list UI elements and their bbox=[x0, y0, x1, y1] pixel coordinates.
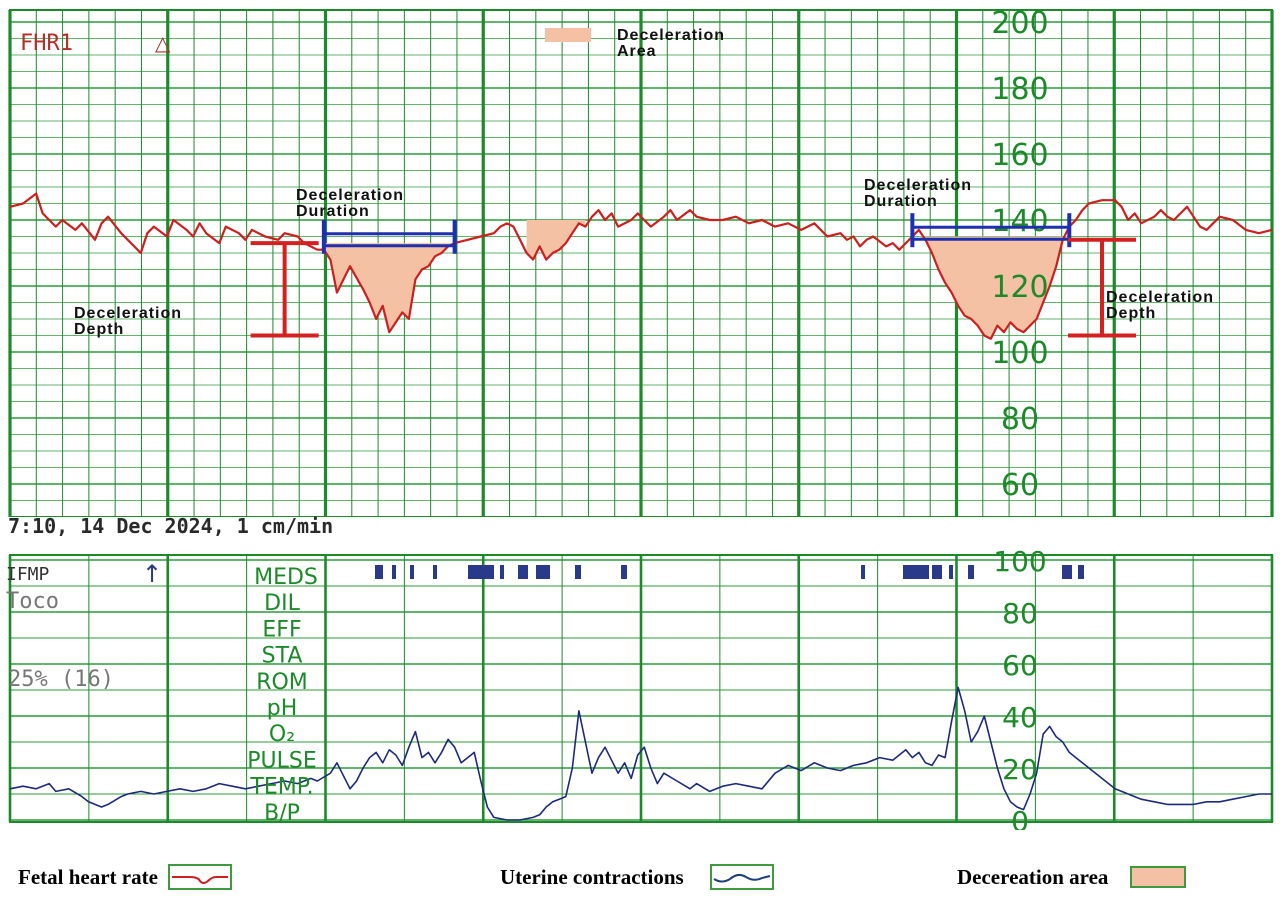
meds-marker bbox=[903, 565, 929, 579]
uc-tick-label: 60 bbox=[1002, 649, 1038, 682]
deceleration-area bbox=[526, 220, 586, 260]
meds-marker bbox=[1078, 565, 1084, 579]
field-label: EFF bbox=[262, 617, 301, 642]
field-label: O₂ bbox=[269, 722, 295, 747]
fhr-tick-label: 120 bbox=[991, 270, 1048, 305]
fhr-tick-labels: 60 80 100 120 140 160 180 200 bbox=[991, 6, 1048, 503]
field-label: DIL bbox=[264, 591, 300, 616]
meds-marker bbox=[500, 565, 504, 579]
channel-label: FHR1 bbox=[20, 31, 73, 56]
toco-label: Toco bbox=[6, 589, 59, 614]
deceleration-area bbox=[323, 243, 455, 333]
fhr-line bbox=[9, 192, 1273, 340]
deceleration-area-swatch bbox=[545, 28, 591, 42]
field-label: STA bbox=[262, 644, 303, 669]
uc-trace bbox=[9, 686, 1272, 821]
legend-item-fhr: Fetal heart rate bbox=[18, 862, 232, 892]
fhr-tick-label: 160 bbox=[991, 138, 1048, 173]
fhr-tick-label: 200 bbox=[991, 6, 1048, 41]
legend-label-fhr: Fetal heart rate bbox=[18, 864, 158, 889]
fhr-tick-label: 140 bbox=[991, 204, 1048, 239]
duration-label-4: Duration bbox=[864, 193, 938, 210]
fhr-tick-label: 60 bbox=[1001, 468, 1039, 503]
meds-marker bbox=[968, 565, 974, 579]
meds-marker bbox=[575, 565, 581, 579]
fhr-tick-label: 180 bbox=[991, 72, 1048, 107]
meds-marker bbox=[433, 565, 437, 579]
meds-marker bbox=[861, 565, 865, 579]
duration-label-1: Deceleration bbox=[296, 187, 404, 204]
legend: Fetal heart rate Uterine contractions De… bbox=[0, 830, 1280, 901]
meds-marker bbox=[518, 565, 528, 579]
deceleration-area-fills bbox=[323, 220, 1070, 339]
meds-marker bbox=[536, 565, 550, 579]
depth-label-1: Deceleration bbox=[74, 305, 182, 322]
uc-tick-label: 40 bbox=[1002, 701, 1038, 734]
ifmp-label: IFMP bbox=[6, 564, 50, 585]
deceleration-area-label-2: Area bbox=[617, 43, 657, 60]
uc-tick-label: 100 bbox=[993, 545, 1046, 578]
field-label: ROM bbox=[256, 670, 308, 695]
blue-wave-swatch-icon bbox=[709, 864, 774, 890]
legend-label-area: Decereation area bbox=[957, 864, 1109, 889]
meds-marker bbox=[375, 565, 383, 579]
field-label: PULSE bbox=[247, 748, 317, 773]
uc-tick-label: 20 bbox=[1002, 753, 1038, 786]
duration-label-3: Deceleration bbox=[864, 177, 972, 194]
annotation-markers bbox=[250, 213, 1136, 338]
fhr-tick-label: 80 bbox=[1001, 402, 1039, 437]
meds-marker bbox=[949, 565, 953, 579]
duration-label-2: Duration bbox=[296, 203, 370, 220]
deceleration-area-label-1: Deceleration bbox=[617, 27, 725, 44]
meds-marker bbox=[621, 565, 627, 579]
toco-percent-label: 25% (16) bbox=[8, 667, 114, 692]
field-label: MEDS bbox=[254, 565, 318, 590]
meds-marker bbox=[932, 565, 942, 579]
uc-tick-label: 0 bbox=[1011, 805, 1029, 830]
fhr-tick-label: 100 bbox=[991, 336, 1048, 371]
legend-item-area: Decereation area bbox=[957, 862, 1187, 892]
uc-tick-label: 80 bbox=[1002, 597, 1038, 630]
uc-tick-labels: 0 20 40 60 80 100 bbox=[993, 545, 1046, 830]
deceleration-area bbox=[912, 236, 1070, 339]
field-label: pH bbox=[267, 696, 298, 721]
meds-marker-strip bbox=[375, 565, 1084, 579]
meds-marker bbox=[392, 565, 396, 579]
uc-line bbox=[9, 686, 1272, 821]
channel-symbol-icon: △ bbox=[155, 31, 171, 55]
legend-item-uc: Uterine contractions bbox=[500, 862, 774, 892]
fhr-trace bbox=[9, 192, 1273, 340]
meds-marker bbox=[1062, 565, 1072, 579]
depth-label-2: Depth bbox=[74, 321, 124, 338]
field-label: TEMP. bbox=[249, 775, 313, 800]
up-arrow-icon: ↑ bbox=[142, 560, 162, 588]
legend-label-uc: Uterine contractions bbox=[500, 864, 684, 889]
depth-label-4: Depth bbox=[1106, 305, 1156, 322]
peach-box-swatch-icon bbox=[1130, 866, 1187, 888]
field-label: B/P bbox=[264, 801, 300, 826]
red-wave-swatch-icon bbox=[167, 864, 232, 890]
meds-marker bbox=[410, 565, 414, 579]
depth-label-3: Deceleration bbox=[1106, 289, 1214, 306]
timestamp-label: 7:10, 14 Dec 2024, 1 cm/min bbox=[8, 514, 333, 538]
divider-strip bbox=[0, 517, 1280, 555]
meds-marker bbox=[468, 565, 494, 579]
